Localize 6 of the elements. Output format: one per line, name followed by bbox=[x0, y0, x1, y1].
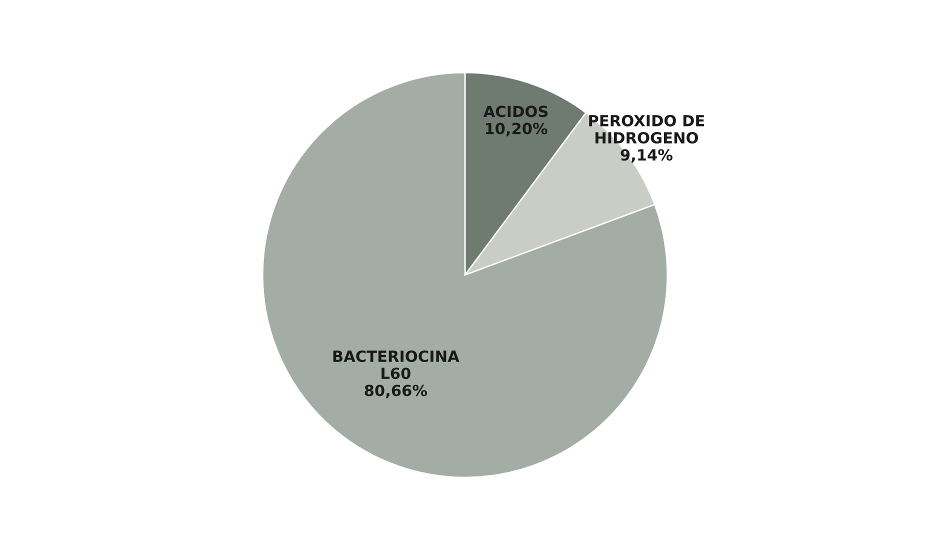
data-label: 9,14% bbox=[620, 149, 672, 163]
slice-label: PEROXIDO DE HIDROGENO bbox=[589, 114, 704, 144]
slice-label: BACTERIOCINA L60 bbox=[333, 350, 460, 380]
slice-label: ACIDOS bbox=[483, 106, 548, 118]
data-label: 80,66% bbox=[364, 384, 427, 398]
data-label: 10,20% bbox=[486, 122, 548, 136]
